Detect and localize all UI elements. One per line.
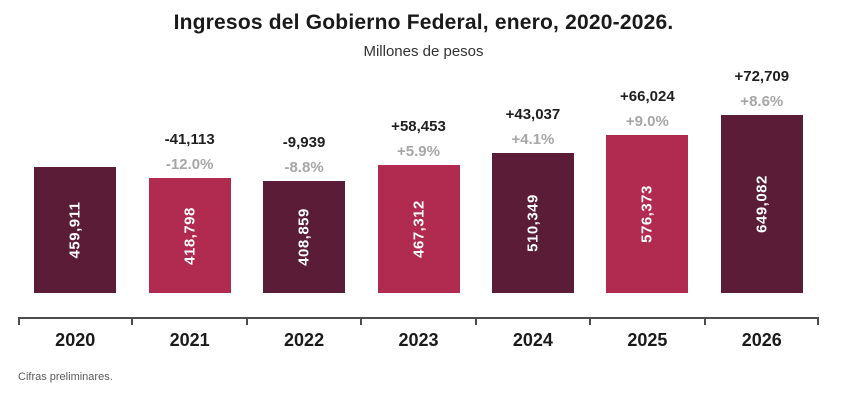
x-axis-tick <box>589 317 592 325</box>
bar-value-label-2023: 467,312 <box>410 200 427 258</box>
bar-2020 <box>34 166 117 293</box>
bar-2025 <box>606 134 689 293</box>
percent-label-2021: -12.0% <box>165 156 214 174</box>
change-label-2025: +66,024 <box>620 87 675 105</box>
bar-value-label-2022: 408,859 <box>295 208 313 266</box>
change-label-2021: -41,113 <box>164 131 215 149</box>
bar-2023 <box>377 164 460 293</box>
plot-area: 459,911 2020 418,798 -41,113 -12.0% 2021 408,8… <box>18 0 819 403</box>
percent-label-2024: +4.1% <box>511 131 555 149</box>
x-axis-tick <box>18 317 20 325</box>
bar-value-label-2024: 510,349 <box>524 194 542 252</box>
x-axis-label-2026: 2026 <box>741 330 782 350</box>
x-axis-tick <box>131 317 134 325</box>
change-label-2024: +43,037 <box>505 106 561 124</box>
x-axis-label-2021: 2021 <box>169 330 210 350</box>
percent-label-2022: -8.8% <box>284 158 324 176</box>
x-axis-label-2020: 2020 <box>55 330 96 350</box>
percent-label-2023: +5.9% <box>397 142 440 160</box>
x-axis-label-2024: 2024 <box>512 330 553 350</box>
percent-label-2026: +8.6% <box>740 93 784 110</box>
x-axis-tick <box>703 317 706 325</box>
bar-2021 <box>148 178 231 293</box>
chart-subtitle: Millones de pesos <box>363 43 484 60</box>
x-axis-label-2023: 2023 <box>398 330 439 350</box>
chart-title: Ingresos del Gobierno Federal, enero, 20… <box>173 11 674 34</box>
change-label-2023: +58,453 <box>391 117 446 135</box>
x-axis-label-2025: 2025 <box>627 330 668 350</box>
change-label-2026: +72,709 <box>734 68 790 85</box>
bar-value-label-2020: 459,911 <box>66 201 84 259</box>
x-axis-tick <box>360 317 363 325</box>
bar-value-label-2021: 418,798 <box>181 206 199 265</box>
bar-2024 <box>491 153 574 293</box>
x-axis-line <box>18 317 819 319</box>
bar-value-label-2026: 649,082 <box>753 175 771 233</box>
change-label-2022: -9,939 <box>282 133 326 151</box>
bar-2026 <box>720 115 803 293</box>
x-axis-label-2022: 2022 <box>284 330 325 350</box>
x-axis-tick <box>817 317 819 325</box>
chart-footnote: Cifras preliminares. <box>18 371 113 383</box>
x-axis-tick <box>474 317 477 325</box>
bar-value-label-2025: 576,373 <box>638 185 656 243</box>
percent-label-2025: +9.0% <box>625 112 669 130</box>
x-axis-tick <box>245 317 248 325</box>
bar-2022 <box>263 180 346 293</box>
